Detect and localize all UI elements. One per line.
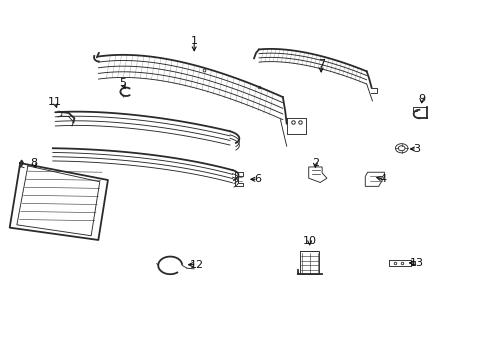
Text: 6: 6 (254, 174, 261, 184)
Text: 5: 5 (119, 78, 125, 88)
Text: 7: 7 (317, 59, 324, 68)
Text: 1: 1 (190, 36, 197, 46)
Text: 4: 4 (379, 174, 386, 184)
Text: 12: 12 (189, 260, 203, 270)
Text: 2: 2 (311, 158, 318, 168)
Text: 9: 9 (417, 94, 425, 104)
Text: 8: 8 (30, 158, 37, 168)
Text: 3: 3 (413, 144, 420, 154)
Text: 11: 11 (48, 98, 62, 107)
Text: 10: 10 (302, 236, 316, 246)
Text: 13: 13 (409, 258, 423, 268)
